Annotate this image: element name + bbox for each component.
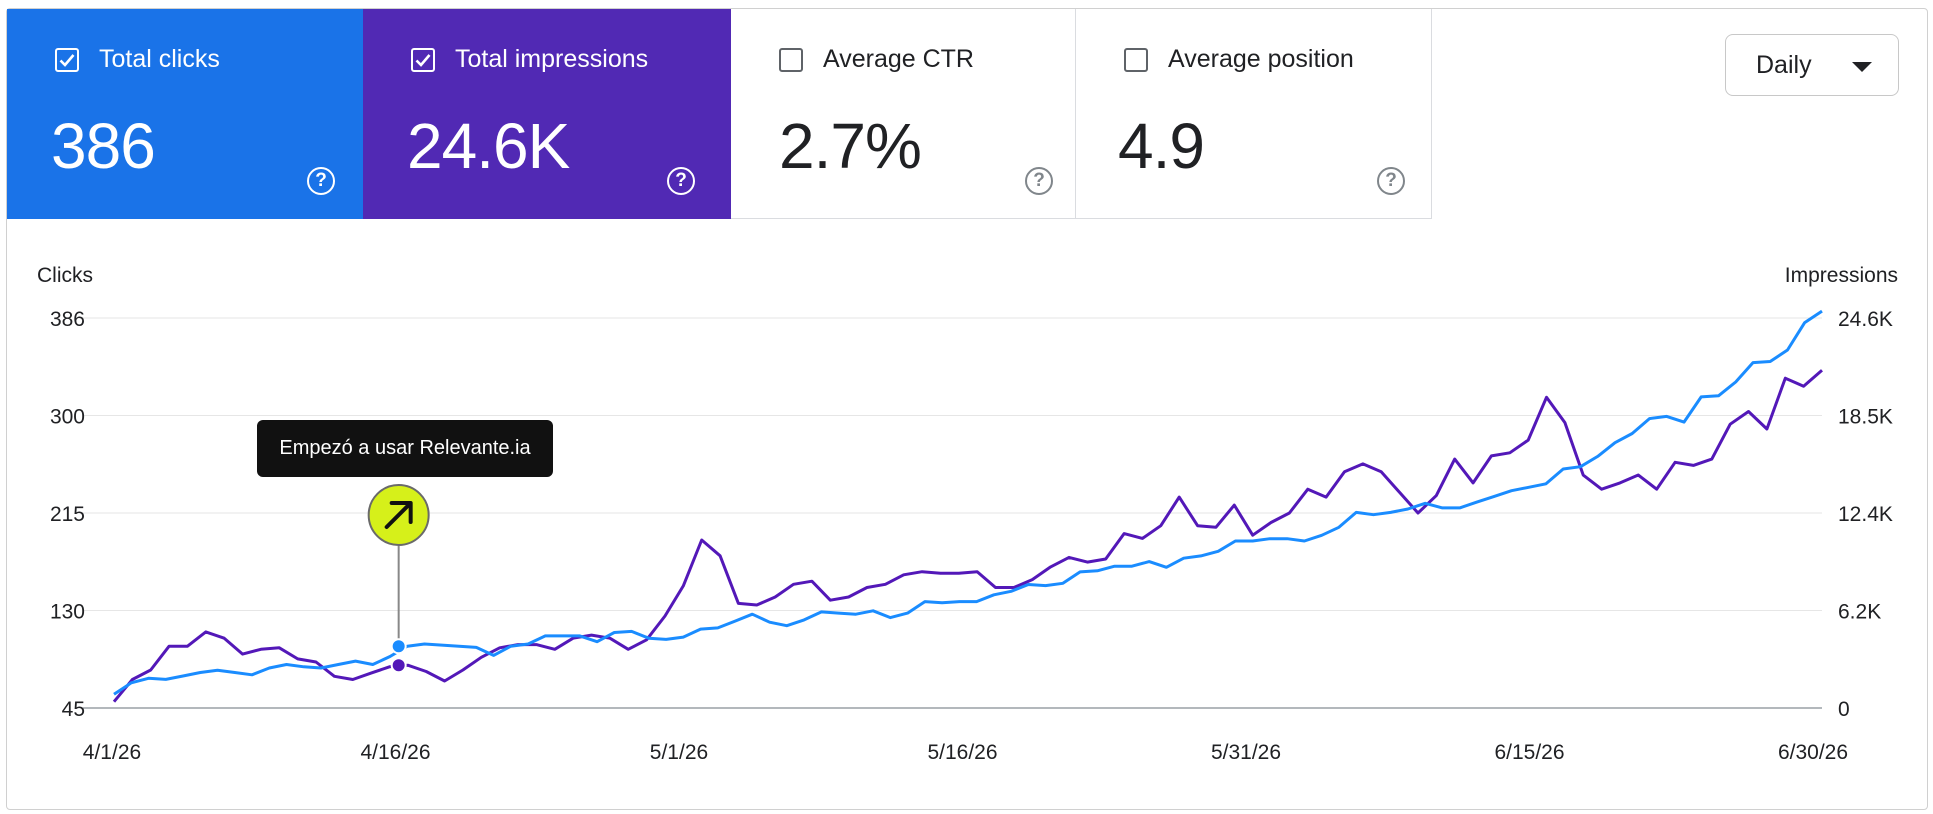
metric-value: 386	[51, 110, 156, 182]
x-axis-tick: 5/1/26	[650, 741, 708, 764]
metric-label: Average CTR	[823, 45, 974, 73]
metric-card-average-ctr[interactable]: Average CTR 2.7% ?	[731, 9, 1076, 219]
x-axis-tick: 6/15/26	[1494, 741, 1564, 764]
x-axis-tick: 4/1/26	[83, 741, 141, 764]
performance-panel: Total clicks 386 ? Total impressions 24.…	[6, 8, 1928, 810]
clicks-series-line	[113, 309, 1823, 696]
help-icon[interactable]: ?	[307, 167, 335, 195]
x-axis-tick: 5/31/26	[1211, 741, 1281, 764]
right-axis-tick: 12.4K	[1838, 503, 1893, 526]
metric-label: Average position	[1168, 45, 1354, 73]
left-axis-tick: 300	[50, 406, 85, 429]
checkbox-unchecked-icon[interactable]	[779, 47, 803, 72]
checkbox-checked-icon[interactable]	[411, 47, 435, 72]
help-icon[interactable]: ?	[1025, 167, 1053, 195]
clicks-annotation-point	[390, 638, 407, 655]
x-axis-tick: 4/16/26	[360, 741, 430, 764]
arrow-up-right-icon	[384, 501, 413, 529]
right-axis-tick: 24.6K	[1838, 308, 1893, 331]
left-axis-tick: 45	[62, 698, 85, 721]
performance-chart: Clicks Impressions 386 300 215 130 45 24.6K 1…	[37, 264, 1898, 764]
left-axis-title: Clicks	[37, 264, 93, 287]
metric-card-total-clicks[interactable]: Total clicks 386 ?	[7, 9, 363, 219]
annotation-tooltip: Empezó a usar Relevante.ia	[257, 420, 553, 477]
metric-label: Total clicks	[99, 45, 220, 73]
period-select[interactable]: Daily	[1725, 34, 1899, 96]
period-select-value: Daily	[1756, 50, 1812, 79]
checkbox-checked-icon[interactable]	[55, 47, 79, 72]
metric-value: 4.9	[1118, 110, 1205, 182]
metric-value: 24.6K	[407, 110, 570, 182]
metric-value: 2.7%	[779, 110, 922, 182]
caret-down-icon	[1852, 62, 1872, 72]
help-icon[interactable]: ?	[1377, 167, 1405, 195]
impressions-annotation-point	[390, 657, 407, 674]
right-axis-tick: 18.5K	[1838, 406, 1893, 429]
metric-card-average-position[interactable]: Average position 4.9 ?	[1076, 9, 1432, 219]
metric-label: Total impressions	[455, 45, 649, 73]
left-axis-tick: 130	[50, 601, 85, 624]
right-axis-tick: 6.2K	[1838, 601, 1881, 624]
metric-card-total-impressions[interactable]: Total impressions 24.6K ?	[363, 9, 731, 219]
help-icon[interactable]: ?	[667, 167, 695, 195]
x-axis-tick: 5/16/26	[927, 741, 997, 764]
annotation-marker	[367, 484, 430, 674]
right-axis-tick: 0	[1838, 698, 1850, 721]
checkbox-unchecked-icon[interactable]	[1124, 47, 1148, 72]
right-axis-title: Impressions	[1785, 264, 1898, 287]
left-axis-tick: 215	[50, 503, 85, 526]
left-axis-tick: 386	[50, 308, 85, 331]
x-axis-tick: 6/30/26	[1778, 741, 1848, 764]
grid-lines	[83, 317, 1822, 709]
